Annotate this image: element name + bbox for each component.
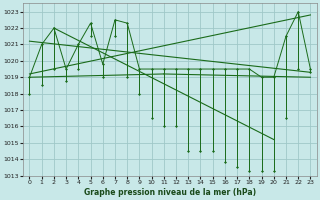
X-axis label: Graphe pression niveau de la mer (hPa): Graphe pression niveau de la mer (hPa) <box>84 188 256 197</box>
